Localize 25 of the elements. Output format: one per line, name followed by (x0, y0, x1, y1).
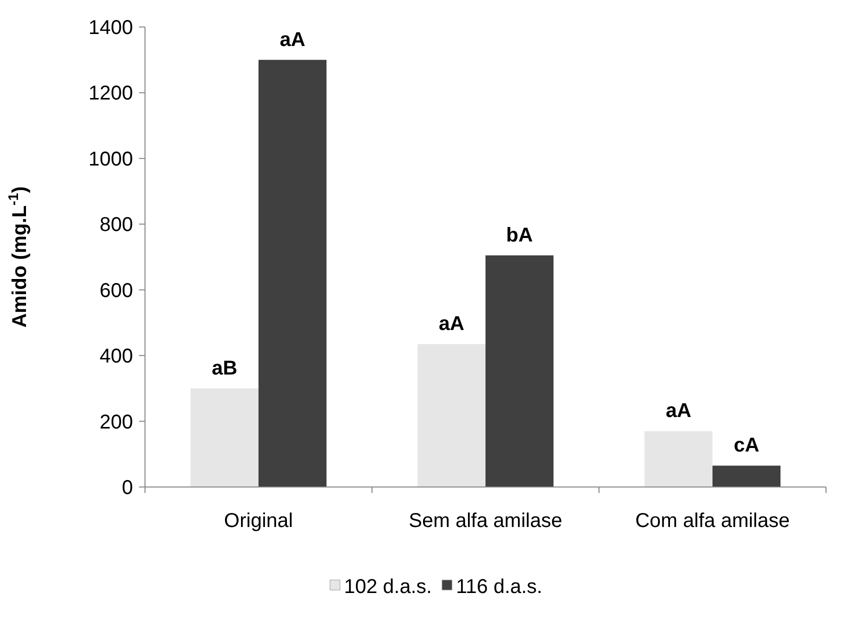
bar (418, 344, 486, 487)
bar (486, 255, 554, 487)
y-tick-label: 0 (122, 477, 133, 499)
legend-label: 116 d.a.s. (456, 576, 542, 598)
y-tick-label: 600 (100, 280, 133, 302)
y-tick-label: 1200 (88, 82, 133, 105)
bar (712, 466, 780, 487)
data-label: cA (734, 434, 760, 457)
x-tick-label: Com alfa amilase (635, 510, 790, 532)
data-label: bA (506, 224, 533, 246)
data-label: aA (280, 28, 306, 51)
y-tick-label: 400 (100, 346, 133, 368)
x-tick-label: Sem alfa amilase (408, 510, 562, 532)
data-label: aA (666, 400, 692, 422)
bar (258, 60, 326, 487)
y-tick-label: 1400 (88, 17, 133, 39)
bar (644, 431, 712, 487)
legend-label: 102 d.a.s. (344, 576, 432, 598)
y-tick-label: 1000 (88, 148, 133, 170)
bar (190, 388, 258, 487)
y-tick-label: 800 (100, 214, 133, 236)
data-label: aB (212, 357, 238, 380)
x-tick-label: Original (224, 510, 293, 532)
y-tick-label: 200 (100, 411, 133, 434)
data-label: aA (438, 313, 464, 336)
